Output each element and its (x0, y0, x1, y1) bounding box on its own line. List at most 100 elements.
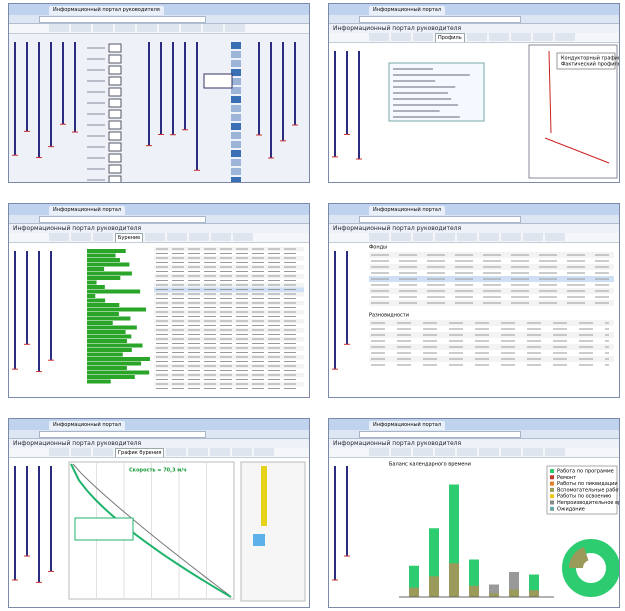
address-bar (329, 15, 619, 24)
bar (87, 339, 127, 343)
nav-tab[interactable] (554, 33, 575, 41)
nav-tab[interactable] (49, 448, 69, 456)
nav-tab[interactable] (233, 233, 254, 241)
nav-tab[interactable] (466, 33, 487, 41)
nav-tab[interactable] (93, 448, 113, 456)
nav-tab[interactable] (413, 33, 433, 41)
bar (409, 587, 419, 597)
nav-tab[interactable] (457, 448, 477, 456)
nav-tab[interactable] (369, 33, 389, 41)
hatch (231, 114, 241, 121)
nav-tab[interactable] (189, 233, 210, 241)
hatch (231, 87, 241, 94)
nav-tab[interactable]: Профиль (435, 33, 465, 42)
nav-tab[interactable] (49, 233, 69, 241)
nav-tab[interactable] (159, 24, 179, 32)
nav-tab[interactable] (254, 448, 275, 456)
nav-tab[interactable] (369, 233, 389, 241)
legend-label: Работа по программе (557, 469, 614, 475)
bar (87, 267, 105, 271)
bar (87, 379, 111, 384)
bar (429, 528, 439, 597)
bar (87, 366, 127, 370)
icon (108, 175, 122, 182)
nav-tab[interactable] (479, 233, 499, 241)
casing (253, 534, 265, 546)
content (9, 243, 309, 397)
table-row (369, 362, 614, 368)
icon (108, 87, 122, 97)
section-title: Разновидности (369, 313, 409, 319)
nav-tab[interactable] (413, 233, 433, 241)
tab-bar: Информационный портал (9, 204, 309, 215)
table-row (369, 338, 614, 344)
table-row (369, 326, 614, 332)
nav-tab[interactable] (391, 233, 411, 241)
nav-tab[interactable] (435, 233, 455, 241)
nav-tab[interactable] (501, 233, 521, 241)
nav-tab[interactable] (523, 448, 543, 456)
legend-label: Вспомогательные работы (557, 487, 619, 493)
nav-tab[interactable] (211, 233, 232, 241)
nav-tab[interactable] (369, 448, 389, 456)
bar (469, 559, 479, 597)
nav-tab[interactable] (501, 448, 521, 456)
bar (87, 343, 143, 348)
nav-tab[interactable] (93, 24, 113, 32)
nav-tab[interactable] (532, 33, 553, 41)
nav-tab[interactable] (225, 24, 245, 32)
url-field (39, 431, 206, 438)
nav-tab[interactable] (479, 448, 499, 456)
nav-tab[interactable] (93, 233, 113, 241)
bar (87, 348, 132, 352)
nav-tab[interactable] (115, 24, 135, 32)
bar (87, 303, 120, 307)
bar (87, 307, 146, 312)
legend-swatch (550, 494, 554, 499)
legend (546, 465, 618, 515)
nav-tab[interactable] (210, 448, 231, 456)
nav-tab[interactable] (49, 24, 69, 32)
nav-tab[interactable] (391, 448, 411, 456)
browser-window: Информационный портал руководителя (8, 3, 310, 183)
nav-tab[interactable] (71, 233, 91, 241)
nav-tab[interactable] (188, 448, 209, 456)
nav-tab[interactable] (488, 33, 509, 41)
nav-tab[interactable] (545, 448, 565, 456)
nav-tab[interactable]: Бурение (115, 233, 144, 242)
casing (261, 466, 267, 526)
icon (108, 109, 122, 119)
bar (87, 316, 131, 321)
nav-tab[interactable] (232, 448, 253, 456)
nav-tab[interactable] (167, 233, 188, 241)
nav-tab[interactable] (391, 33, 411, 41)
nav-tab[interactable] (435, 448, 455, 456)
browser-tab: Информационный портал (369, 6, 446, 15)
content: Баланс календарного времени Работа по про… (329, 458, 619, 607)
nav-tab[interactable] (545, 233, 565, 241)
nav-tab[interactable] (457, 233, 477, 241)
section-title: Фонды (369, 245, 387, 251)
legend-swatch (550, 487, 554, 492)
browser-window: Информационный портал Информационный порт… (328, 203, 620, 398)
tab-bar: Информационный портал (329, 4, 619, 15)
browser-tab: Информационный портал (49, 206, 126, 215)
content (9, 34, 309, 182)
nav-tabs (329, 233, 619, 243)
nav-tab[interactable] (181, 24, 201, 32)
nav-tab[interactable] (71, 24, 91, 32)
nav-tab[interactable] (510, 33, 531, 41)
nav-tab[interactable] (523, 233, 543, 241)
hatch (231, 60, 241, 67)
legend-swatch (550, 475, 554, 480)
table-row (369, 320, 614, 326)
nav-tab[interactable]: График бурения (115, 448, 165, 457)
nav-tab[interactable] (166, 448, 187, 456)
nav-tab[interactable] (203, 24, 223, 32)
nav-tab[interactable] (413, 448, 433, 456)
hatch (231, 150, 241, 157)
nav-tab[interactable] (145, 233, 166, 241)
nav-tab[interactable] (137, 24, 157, 32)
nav-tab[interactable] (71, 448, 91, 456)
